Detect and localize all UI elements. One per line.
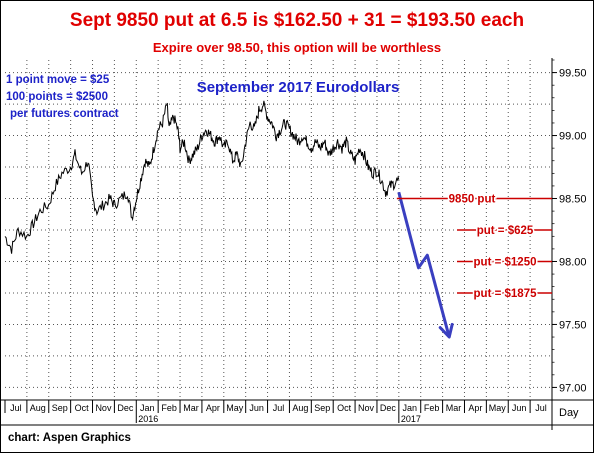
month-label: Nov: [95, 403, 112, 413]
month-label: Oct: [75, 403, 90, 413]
month-label: Apr: [468, 403, 482, 413]
month-label: Jan: [140, 403, 155, 413]
y-tick-label: 97.00: [559, 382, 587, 394]
month-label: Nov: [358, 403, 375, 413]
annotation-layer: 9850 put put = $625 put = $1250 put = $1875: [396, 192, 552, 301]
month-label: Aug: [30, 403, 46, 413]
month-label: Aug: [292, 403, 308, 413]
month-label: Feb: [161, 403, 177, 413]
projection-arrowhead: [438, 322, 454, 339]
headline: Sept 9850 put at 6.5 is $162.50 + 31 = $…: [69, 10, 525, 31]
year-label: 2016: [138, 414, 158, 424]
price-series-line: [4, 100, 400, 254]
grid-layer: [5, 60, 552, 400]
month-label: Sep: [52, 403, 68, 413]
axis-layer: 97.00 97.50 98.00 98.50 99.00 99.50 Jul Aug Sep O…: [0, 58, 594, 430]
x-axis-unit-label: Day: [559, 407, 579, 419]
month-label: Apr: [206, 403, 220, 413]
series-layer: [4, 100, 454, 339]
month-label: Dec: [117, 403, 134, 413]
annotation-label: put = $1875: [474, 288, 538, 300]
chart-source: chart: Aspen Graphics: [8, 432, 131, 444]
month-label: Jul: [535, 403, 547, 413]
note-hundred-points: 100 points = $2500: [6, 91, 108, 103]
month-label: Jul: [10, 403, 22, 413]
month-label: Dec: [380, 403, 397, 413]
subline: Expire over 98.50, this option will be w…: [152, 40, 442, 55]
y-tick-label: 97.50: [559, 319, 587, 331]
month-label: Jul: [273, 403, 285, 413]
month-label: Mar: [446, 403, 462, 413]
year-label: 2017: [401, 414, 421, 424]
projection-line: [397, 191, 451, 338]
y-tick-label: 98.00: [559, 256, 587, 268]
month-label: Jun: [512, 403, 527, 413]
annotation-label: put = $625: [477, 225, 534, 237]
month-label: May: [489, 403, 507, 413]
month-label: Jan: [403, 403, 418, 413]
month-label: Feb: [424, 403, 440, 413]
month-label: Sep: [314, 403, 330, 413]
month-label: May: [226, 403, 244, 413]
note-point-move: 1 point move = $25: [6, 74, 110, 86]
y-tick-label: 99.00: [559, 131, 587, 143]
month-label: Mar: [183, 403, 199, 413]
annotation-label: 9850 put: [449, 194, 496, 206]
note-per-contract: per futures contract: [10, 108, 119, 120]
month-label: Jun: [249, 403, 264, 413]
month-label: Oct: [337, 403, 352, 413]
annotation-label: put = $1250: [474, 256, 537, 268]
y-tick-label: 98.50: [559, 194, 587, 206]
chart-title: September 2017 Eurodollars: [197, 79, 400, 96]
y-tick-label: 99.50: [559, 68, 587, 80]
